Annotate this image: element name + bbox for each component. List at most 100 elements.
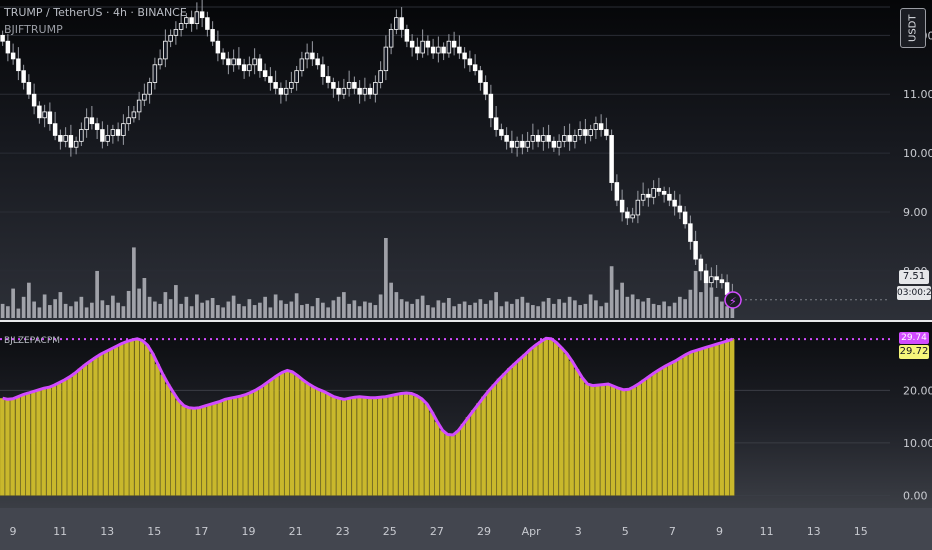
candle-body (178, 23, 184, 30)
time-axis[interactable]: 9 11 13 15 17 19 21 23 25 27 29 Apr 3 5 7 9 11 13 15 (0, 508, 932, 550)
histogram-bar (98, 353, 104, 496)
histogram-bar (708, 345, 714, 496)
histogram-bar (532, 344, 538, 496)
histogram-bar (419, 398, 424, 496)
histogram-bar (729, 339, 735, 496)
symbol-title: TRUMP / TetherUS · 4h · BINANCE (4, 6, 187, 19)
volume-bar (725, 306, 729, 318)
histogram-bar (274, 375, 280, 496)
candle-body (257, 58, 263, 72)
candle-body (467, 58, 473, 66)
candle-body (362, 87, 368, 95)
currency-button[interactable]: USDT (900, 8, 926, 48)
volume-bar (415, 299, 420, 318)
time-label: 13 (807, 525, 821, 538)
volume-bar (142, 278, 147, 318)
histogram-bar (346, 398, 352, 496)
candle-body (504, 135, 509, 142)
candle-body (262, 70, 268, 77)
volume-bar (457, 303, 462, 318)
histogram-bar (15, 396, 21, 496)
histogram-bar (77, 368, 83, 496)
candle-body (682, 211, 688, 225)
candle-body (677, 205, 683, 213)
histogram-bar (325, 393, 331, 496)
candle-body (378, 70, 383, 83)
histogram-bar (72, 372, 78, 496)
candle-body (226, 58, 231, 66)
pane-divider[interactable] (0, 320, 932, 322)
histogram-bar (413, 395, 419, 496)
histogram-bar (615, 388, 621, 496)
candle-body (625, 211, 630, 219)
histogram-bar (336, 398, 342, 496)
volume-bar (394, 292, 399, 318)
candle-body (42, 111, 47, 119)
candle-body (446, 40, 452, 54)
histogram-bar (703, 347, 709, 496)
volume-bar (557, 299, 561, 318)
volume-bar (615, 289, 619, 318)
histogram-bar (201, 405, 207, 496)
volume-bar (541, 301, 546, 318)
volume-bar (441, 302, 446, 318)
candle-body (126, 117, 131, 125)
countdown-tag: 03:00:29 (897, 286, 932, 300)
candle-body (320, 64, 326, 77)
candle-body (205, 17, 210, 30)
candle-body (168, 34, 173, 42)
histogram-bar (667, 363, 673, 496)
volume-bar (231, 295, 236, 318)
histogram-bar (662, 366, 668, 496)
histogram-bar (403, 392, 409, 496)
volume-bar (620, 282, 624, 318)
candle-body (436, 46, 441, 54)
candle-body (425, 40, 431, 48)
volume-bar (84, 307, 89, 318)
volume-bar (342, 292, 346, 318)
candle-body (210, 29, 215, 42)
histogram-bar (605, 383, 611, 496)
histogram-bar (356, 396, 362, 496)
volume-bar (273, 294, 278, 318)
candle-body (220, 52, 226, 60)
indicator-tick-label: 10.00 (903, 437, 932, 450)
histogram-bar (429, 412, 435, 496)
volume-bar (447, 298, 451, 318)
candle-body (325, 76, 331, 83)
volume-bar (510, 303, 514, 318)
volume-bar (368, 302, 372, 318)
histogram-bar (538, 341, 544, 496)
histogram-bar (724, 340, 730, 496)
candle-body (483, 82, 488, 95)
histogram-bar (677, 357, 683, 496)
volume-bar (594, 300, 598, 318)
volume-bar (678, 296, 682, 318)
candle-body (215, 40, 221, 54)
volume-bar (426, 305, 430, 318)
volume-bar (11, 288, 15, 318)
histogram-bar (25, 392, 31, 496)
candle-body (394, 17, 399, 30)
candle-body (604, 129, 609, 136)
volume-bar (420, 295, 425, 318)
candle-body (283, 87, 289, 95)
candle-body (667, 193, 672, 201)
volume-bar (604, 302, 609, 318)
indicator-chart[interactable]: 20.00 10.00 0.00 (0, 322, 932, 508)
candle-body (52, 123, 58, 136)
volume-bar (552, 303, 556, 318)
histogram-bar (232, 397, 238, 496)
volume-bar (69, 306, 73, 318)
histogram-bar (186, 407, 192, 496)
volume-bar (536, 306, 540, 318)
candle-body (68, 135, 74, 148)
histogram-bar (10, 398, 16, 496)
candle-body (100, 129, 105, 142)
candle-body (299, 58, 305, 72)
candle-body (399, 17, 404, 30)
indicator-pane[interactable]: 20.00 10.00 0.00 BJLZEPACPM 29.74 29.72 (0, 322, 932, 508)
lightning-glyph: ⚡ (729, 295, 737, 308)
